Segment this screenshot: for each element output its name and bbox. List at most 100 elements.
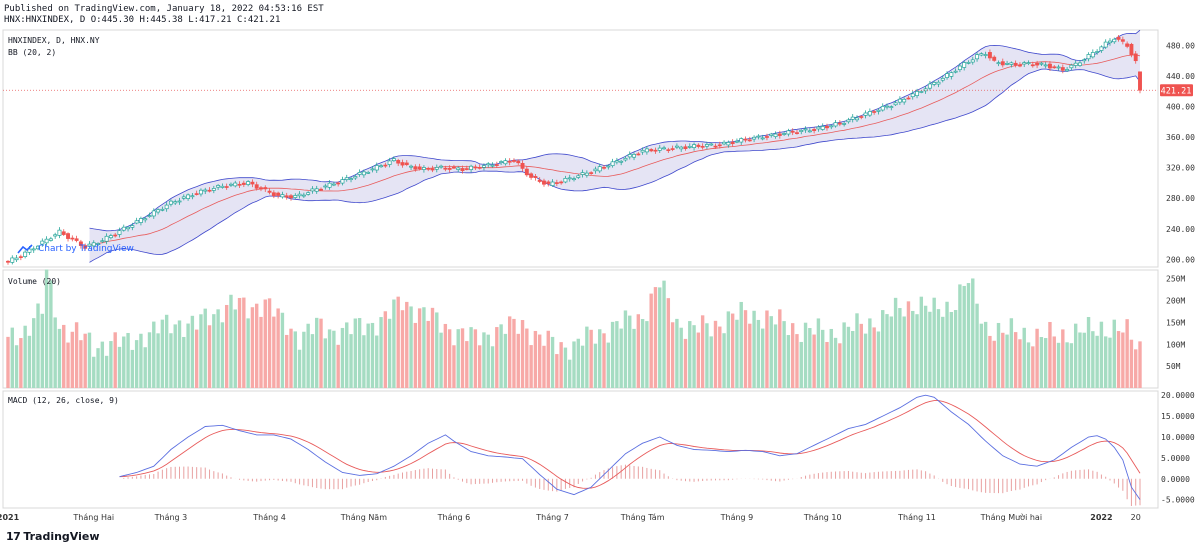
- volume-bar: [1086, 317, 1091, 388]
- volume-bar: [353, 318, 358, 388]
- candle-body: [1086, 54, 1091, 60]
- time-axis-tick: Tháng 11: [897, 513, 936, 522]
- volume-pane-title: Volume (20): [8, 277, 61, 286]
- candle-body: [469, 165, 474, 170]
- candle-body: [31, 248, 36, 251]
- candle-body: [559, 181, 564, 184]
- volume-bar: [666, 298, 671, 388]
- time-axis-tick: Tháng 3: [154, 513, 188, 522]
- volume-bar: [709, 336, 713, 388]
- volume-bar: [919, 296, 924, 388]
- candle-body: [319, 188, 323, 191]
- volume-bar: [979, 323, 984, 388]
- candle-body: [597, 166, 602, 172]
- volume-bar: [199, 314, 203, 388]
- macd-axis-tick: 10.0000: [1161, 433, 1195, 442]
- volume-bar: [799, 341, 803, 388]
- volume-bar: [628, 315, 632, 388]
- macd-axis-tick: 20.0000: [1161, 391, 1195, 400]
- candle-body: [276, 192, 281, 196]
- volume-bar: [859, 323, 863, 388]
- volume-bar: [1134, 349, 1138, 388]
- candle-body: [692, 144, 697, 148]
- candle-body: [709, 143, 714, 146]
- candle-body: [211, 188, 216, 191]
- candle-body: [229, 183, 233, 186]
- candle-body: [1052, 66, 1057, 69]
- volume-bar: [662, 280, 666, 388]
- candle-body: [96, 243, 100, 245]
- candle-body: [1065, 69, 1070, 72]
- volume-bar: [640, 319, 645, 388]
- candle-body: [160, 208, 165, 211]
- volume-bar: [1035, 328, 1039, 388]
- candle-body: [546, 181, 551, 184]
- candle-body: [310, 188, 315, 192]
- volume-bar: [598, 329, 602, 388]
- volume-bar: [259, 316, 263, 388]
- candle-body: [344, 177, 349, 180]
- candle-body: [520, 162, 525, 169]
- volume-bar: [220, 322, 225, 388]
- volume-bar: [10, 327, 14, 388]
- volume-bar: [820, 329, 825, 388]
- volume-bar: [1095, 335, 1099, 388]
- volume-bar: [250, 307, 255, 388]
- candle-body: [207, 189, 212, 192]
- candle-body: [572, 178, 576, 181]
- volume-bar: [109, 341, 113, 388]
- volume-bar: [589, 329, 593, 388]
- volume-bar: [868, 318, 872, 388]
- volume-bar: [739, 301, 743, 388]
- volume-bar: [36, 303, 40, 388]
- volume-bar: [653, 287, 658, 388]
- candle-body: [1120, 39, 1125, 42]
- volume-bar: [872, 327, 876, 388]
- candle-body: [550, 181, 555, 186]
- volume-axis-tick: 100M: [1166, 340, 1185, 349]
- bb-band-fill: [89, 30, 1140, 263]
- volume-bar: [40, 313, 45, 388]
- candle-body: [1108, 40, 1112, 44]
- volume-bar: [966, 283, 971, 388]
- volume-bar: [580, 345, 585, 388]
- volume-bar: [941, 316, 945, 388]
- volume-axis-tick: 200M: [1166, 297, 1185, 306]
- candle-body: [126, 226, 131, 230]
- candle-body: [777, 133, 782, 136]
- candle-body: [567, 177, 572, 180]
- candle-body: [14, 257, 19, 261]
- volume-bar: [1061, 329, 1065, 388]
- candle-body: [880, 106, 885, 111]
- time-axis-tick: 2021: [0, 513, 20, 522]
- candle-body: [987, 52, 992, 59]
- candle-body: [108, 235, 113, 239]
- volume-bar: [375, 335, 379, 388]
- volume-bar: [885, 314, 889, 388]
- candle-body: [177, 200, 182, 203]
- candle-body: [756, 135, 761, 138]
- volume-bar: [546, 330, 550, 388]
- volume-bar: [1073, 323, 1078, 388]
- volume-bar: [863, 333, 868, 388]
- candle-body: [482, 165, 486, 168]
- candle-body: [366, 171, 371, 174]
- candle-body: [237, 183, 242, 186]
- candle-body: [181, 196, 186, 199]
- volume-bar: [14, 345, 19, 388]
- candle-body: [1009, 62, 1014, 65]
- volume-bar: [842, 322, 846, 388]
- volume-bar: [516, 333, 520, 388]
- time-axis-tick: Tháng 4: [252, 513, 286, 522]
- candle-body: [267, 190, 272, 193]
- volume-bar: [1078, 332, 1082, 388]
- price-pane-title: HNXINDEX, D, HNX.NY: [8, 36, 100, 45]
- candle-body: [1138, 71, 1142, 91]
- candle-body: [687, 146, 692, 148]
- volume-bar: [345, 322, 349, 388]
- footer-brand[interactable]: 17 TradingView: [6, 527, 100, 545]
- tradingview-watermark[interactable]: Chart by TradingView: [17, 244, 134, 254]
- candle-body: [451, 166, 456, 169]
- candle-body: [859, 116, 864, 118]
